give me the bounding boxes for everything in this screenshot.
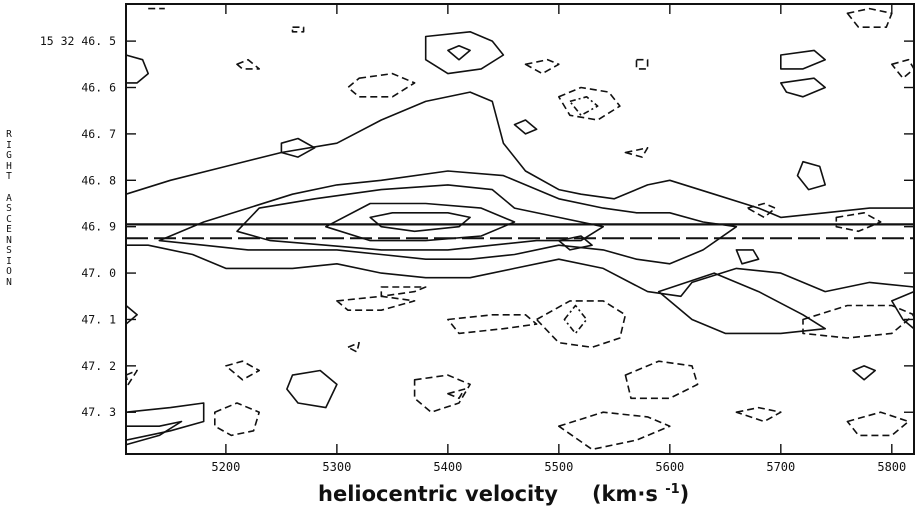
y-tick-label: 46. 7 xyxy=(81,127,116,141)
contour-negative-37 xyxy=(447,313,538,335)
y-tick-label: 47. 3 xyxy=(81,405,116,419)
contour-positive-3 xyxy=(324,202,516,242)
x-axis-ticks: 5200 5300 5400 5500 5600 5700 5800 xyxy=(211,4,906,474)
y-axis-title-letter: E xyxy=(6,224,12,235)
y-tick-label: 47. 0 xyxy=(81,266,116,280)
x-tick-label: 5700 xyxy=(766,460,795,474)
contour-positive-2 xyxy=(236,184,605,251)
y-axis-title-letter: R xyxy=(6,129,12,140)
contour-positive-10 xyxy=(280,137,316,158)
contour-negative-44 xyxy=(557,411,671,451)
contour-positive-17 xyxy=(657,272,827,335)
y-axis-ticks: 15 32 46. 5 46. 6 46. 7 46. 8 46. 9 47. 0 47. … xyxy=(40,34,914,419)
contour-positive-4 xyxy=(369,212,471,233)
y-axis-title-letter: I xyxy=(6,255,12,267)
x-axis-title: heliocentric velocity (km·s -1) xyxy=(318,482,689,506)
y-tick-label: 46. 9 xyxy=(81,220,116,234)
contour-negative-23 xyxy=(291,26,305,33)
contour-negative-50 xyxy=(125,369,138,386)
contour-negative-42 xyxy=(413,374,471,414)
contour-negative-26 xyxy=(524,58,560,75)
contour-negative-43 xyxy=(447,388,466,400)
x-tick-label: 5400 xyxy=(433,460,462,474)
x-tick-label: 5500 xyxy=(544,460,573,474)
reference-lines xyxy=(126,223,914,240)
plot-frame xyxy=(125,3,915,455)
contour-negative-39 xyxy=(563,304,588,335)
y-axis-title-letter: H xyxy=(6,160,12,172)
contour-negative-31 xyxy=(890,58,915,79)
y-axis-title-letter: I xyxy=(6,139,12,151)
contour-positive-11 xyxy=(513,119,538,135)
x-axis-units-suffix: ) xyxy=(679,482,690,506)
y-axis-title-letter: G xyxy=(6,150,12,161)
contour-negative-28 xyxy=(569,96,599,117)
contour-positive-7 xyxy=(447,44,471,61)
x-axis-title-text: heliocentric velocity xyxy=(318,482,558,506)
contour-negative-48 xyxy=(846,411,910,437)
contour-negative-40 xyxy=(347,341,360,353)
contour-negative-41 xyxy=(225,360,261,381)
contour-negative-29 xyxy=(635,58,649,70)
contour-positive-5 xyxy=(125,54,149,84)
y-axis-title-letter: A xyxy=(6,192,12,204)
contour-negative-47 xyxy=(802,304,915,339)
y-tick-label: 15 32 46. 5 xyxy=(40,34,116,48)
y-axis-title-letter: N xyxy=(6,276,12,288)
y-axis-title-letter: C xyxy=(6,213,12,225)
x-axis-units-prefix: (km·s xyxy=(591,482,666,506)
contour-lines xyxy=(125,7,915,451)
contour-positive-16 xyxy=(125,420,183,446)
y-tick-label: 46. 8 xyxy=(81,173,116,187)
contour-positive-8 xyxy=(779,49,827,70)
contour-negative-46 xyxy=(735,406,782,423)
y-tick-label: 46. 6 xyxy=(81,81,116,95)
x-axis-units: (km·s -1) xyxy=(592,482,689,506)
contour-negative-32 xyxy=(624,147,649,158)
contour-positive-21 xyxy=(735,249,760,265)
contour-positive-6 xyxy=(424,30,505,75)
contour-positive-20 xyxy=(557,235,593,251)
contour-positive-13 xyxy=(125,304,138,325)
x-tick-label: 5200 xyxy=(211,460,240,474)
contour-negative-27 xyxy=(557,86,621,121)
y-axis-title-letter: S xyxy=(6,203,12,214)
y-axis-title-letter: T xyxy=(6,171,12,182)
x-tick-label: 5300 xyxy=(322,460,351,474)
contour-negative-49 xyxy=(214,402,261,437)
contour-negative-35 xyxy=(336,295,416,312)
contour-positive-12 xyxy=(796,160,827,191)
contour-negative-45 xyxy=(624,360,699,400)
y-axis-title-letter: O xyxy=(6,266,12,277)
contour-negative-36 xyxy=(380,286,427,298)
y-tick-label: 47. 2 xyxy=(81,359,116,373)
x-tick-label: 5600 xyxy=(655,460,684,474)
y-axis-title-letter: S xyxy=(6,245,12,256)
contour-negative-30 xyxy=(846,7,893,29)
contour-positive-9 xyxy=(779,77,827,98)
contour-positive-0 xyxy=(125,91,915,298)
contour-negative-33 xyxy=(746,202,777,219)
contour-negative-34 xyxy=(835,212,882,233)
x-axis-units-exponent: -1 xyxy=(665,482,680,497)
contour-positive-19 xyxy=(852,365,877,381)
contour-negative-38 xyxy=(535,300,627,349)
y-axis-title-letter: N xyxy=(6,234,12,246)
y-tick-label: 47. 1 xyxy=(81,312,116,326)
contour-negative-25 xyxy=(347,72,416,98)
contour-positive-15 xyxy=(125,402,205,441)
contour-positive-14 xyxy=(286,369,338,409)
contour-negative-24 xyxy=(236,58,261,70)
x-tick-label: 5800 xyxy=(877,460,906,474)
